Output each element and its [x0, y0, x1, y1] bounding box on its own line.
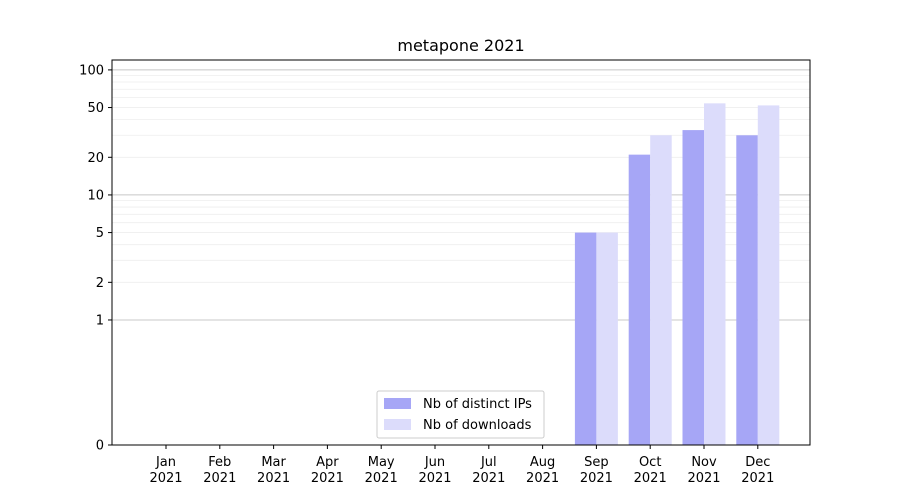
bar-downloads-nov — [704, 103, 726, 446]
legend-swatch-ips — [384, 398, 411, 409]
legend-frame — [376, 390, 545, 439]
bar-distinct-ips-dec — [736, 135, 758, 445]
y-tick-label: 50 — [87, 101, 104, 116]
x-tick-label-year: 2021 — [741, 471, 774, 486]
y-tick-label: 0 — [96, 439, 104, 454]
x-tick-label-month: Mar — [261, 455, 286, 470]
y-tick-label: 100 — [79, 63, 104, 78]
chart-title: metapone 2021 — [397, 36, 524, 55]
x-tick-label-year: 2021 — [257, 471, 290, 486]
y-axis: 0 1 2 5 10 20 50 100 — [79, 63, 112, 454]
x-tick-label-year: 2021 — [580, 471, 613, 486]
x-tick-label-month: Aug — [530, 455, 555, 470]
x-tick-label-month: Dec — [745, 455, 770, 470]
x-tick-label-month: Jun — [424, 455, 445, 470]
bar-downloads-sep — [596, 232, 618, 445]
x-tick-label-month: Sep — [584, 455, 609, 470]
x-tick-label-year: 2021 — [526, 471, 559, 486]
bar-downloads-dec — [757, 105, 780, 446]
x-tick-label-year: 2021 — [365, 471, 398, 486]
x-tick-label-year: 2021 — [418, 471, 451, 486]
x-tick-label-month: May — [368, 455, 395, 470]
bars — [574, 103, 780, 446]
legend-label-downloads: Nb of downloads — [423, 418, 532, 433]
x-tick-label-month: Oct — [639, 455, 661, 470]
x-tick-label-month: Jan — [155, 455, 176, 470]
y-tick-label: 20 — [87, 151, 104, 166]
x-tick-label-month: Feb — [208, 455, 231, 470]
y-tick-label: 2 — [96, 276, 104, 291]
x-tick-label-year: 2021 — [472, 471, 505, 486]
x-tick-label-month: Apr — [316, 455, 339, 470]
x-tick-label-month: Jul — [480, 455, 497, 470]
bar-distinct-ips-nov — [682, 130, 704, 445]
x-tick-label-year: 2021 — [149, 471, 182, 486]
x-tick-label-year: 2021 — [203, 471, 236, 486]
legend-swatch-downloads — [384, 419, 411, 430]
plot-frame — [111, 59, 811, 446]
x-tick-label-year: 2021 — [687, 471, 720, 486]
x-axis: Jan2021Feb2021Mar2021Apr2021May2021Jun20… — [149, 445, 774, 486]
y-tick-label: 1 — [96, 313, 104, 328]
bar-distinct-ips-sep — [574, 232, 597, 445]
x-tick-label-year: 2021 — [311, 471, 344, 486]
bar-distinct-ips-oct — [628, 154, 651, 446]
legend: Nb of distinct IPs Nb of downloads — [376, 390, 545, 439]
legend-label-ips: Nb of distinct IPs — [423, 397, 532, 412]
y-tick-label: 10 — [87, 188, 104, 203]
x-tick-label-month: Nov — [691, 455, 717, 470]
x-tick-label-year: 2021 — [634, 471, 667, 486]
grid-lines — [112, 69, 810, 321]
y-tick-label: 5 — [96, 226, 104, 241]
bar-downloads-oct — [650, 135, 672, 445]
